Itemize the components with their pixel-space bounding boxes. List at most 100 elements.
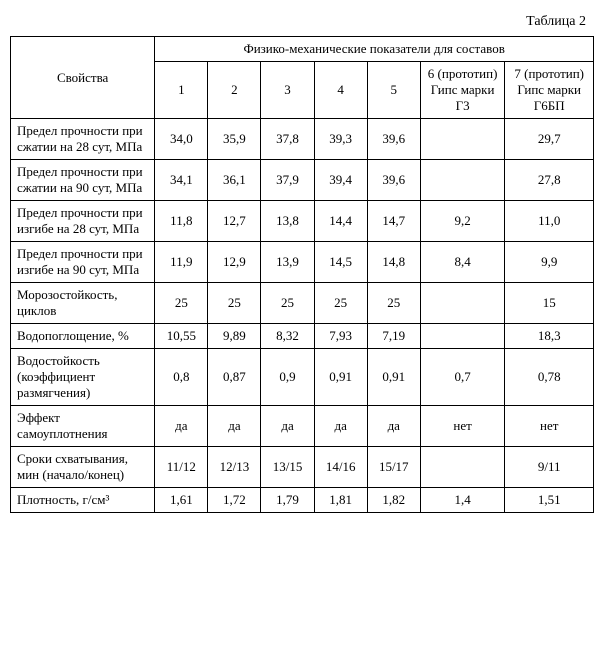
col-header-2: 2 [208,62,261,119]
cell: 37,9 [261,160,314,201]
cell: 9,9 [505,242,594,283]
cell: 11,0 [505,201,594,242]
cell: 1,79 [261,488,314,513]
table-body: Предел прочности при сжатии на 28 сут, М… [11,119,594,513]
row-label: Водостойкость (коэффициент размягчения) [11,349,155,406]
cell: 18,3 [505,324,594,349]
col-header-7: 7 (прототип) Гипс марки Г6БП [505,62,594,119]
table-row: Водопоглощение, %10,559,898,327,937,19 18… [11,324,594,349]
table-caption: Таблица 2 [10,14,586,30]
cell: 9/11 [505,447,594,488]
table-row: Плотность, г/см³1,611,721,791,811,821,41… [11,488,594,513]
cell: 35,9 [208,119,261,160]
cell: нет [505,406,594,447]
cell: 39,4 [314,160,367,201]
table-row: Предел прочности при сжатии на 90 сут, М… [11,160,594,201]
cell: нет [420,406,505,447]
row-label: Сроки схватывания, мин (начало/конец) [11,447,155,488]
cell: 11,8 [155,201,208,242]
cell: 39,6 [367,119,420,160]
cell: 14,5 [314,242,367,283]
table-row: Предел прочности при изгибе на 28 сут, М… [11,201,594,242]
col-header-3: 3 [261,62,314,119]
cell: 15 [505,283,594,324]
cell: 25 [261,283,314,324]
cell: 29,7 [505,119,594,160]
table-row: Сроки схватывания, мин (начало/конец)11/… [11,447,594,488]
table-row: Морозостойкость, циклов252525252515 [11,283,594,324]
row-label: Предел прочности при сжатии на 90 сут, М… [11,160,155,201]
cell: 1,4 [420,488,505,513]
cell: 12,7 [208,201,261,242]
cell: 25 [314,283,367,324]
cell: 14,7 [367,201,420,242]
row-label: Предел прочности при изгибе на 28 сут, М… [11,201,155,242]
cell: 1,72 [208,488,261,513]
cell: 37,8 [261,119,314,160]
row-label: Предел прочности при сжатии на 28 сут, М… [11,119,155,160]
cell: 1,82 [367,488,420,513]
cell: 7,19 [367,324,420,349]
cell: да [314,406,367,447]
cell: 9,2 [420,201,505,242]
cell: 36,1 [208,160,261,201]
cell [420,283,505,324]
cell [420,160,505,201]
table-row: Эффект самоуплотнениядададададанетнет [11,406,594,447]
cell: да [208,406,261,447]
row-label: Морозостойкость, циклов [11,283,155,324]
cell: 1,81 [314,488,367,513]
cell: 10,55 [155,324,208,349]
cell: 7,93 [314,324,367,349]
cell: 1,51 [505,488,594,513]
cell: да [261,406,314,447]
cell: 39,3 [314,119,367,160]
col-header-1: 1 [155,62,208,119]
cell: 12/13 [208,447,261,488]
col-header-6: 6 (прототип) Гипс марки Г3 [420,62,505,119]
cell: 25 [208,283,261,324]
cell: 1,61 [155,488,208,513]
cell: 25 [155,283,208,324]
cell: 0,7 [420,349,505,406]
row-label: Плотность, г/см³ [11,488,155,513]
row-label: Водопоглощение, % [11,324,155,349]
row-label: Эффект самоуплотнения [11,406,155,447]
cell: 11/12 [155,447,208,488]
cell: 12,9 [208,242,261,283]
cell: да [367,406,420,447]
col-header-properties: Свойства [11,37,155,119]
table-row: Предел прочности при изгибе на 90 сут, М… [11,242,594,283]
cell: 14,4 [314,201,367,242]
cell: 13,9 [261,242,314,283]
cell [420,324,505,349]
cell: 0,8 [155,349,208,406]
cell: 0,78 [505,349,594,406]
cell: 27,8 [505,160,594,201]
cell: 14/16 [314,447,367,488]
data-table: Свойства Физико-механические показатели … [10,36,594,513]
cell: 14,8 [367,242,420,283]
cell [420,447,505,488]
cell: 0,9 [261,349,314,406]
cell: 34,1 [155,160,208,201]
cell: 34,0 [155,119,208,160]
cell [420,119,505,160]
cell: 0,87 [208,349,261,406]
table-row: Водостойкость (коэффициент размягчения)0… [11,349,594,406]
cell: 9,89 [208,324,261,349]
cell: 25 [367,283,420,324]
col-header-5: 5 [367,62,420,119]
row-label: Предел прочности при изгибе на 90 сут, М… [11,242,155,283]
cell: 8,4 [420,242,505,283]
cell: 15/17 [367,447,420,488]
cell: да [155,406,208,447]
table-row: Предел прочности при сжатии на 28 сут, М… [11,119,594,160]
col-header-4: 4 [314,62,367,119]
cell: 39,6 [367,160,420,201]
cell: 13/15 [261,447,314,488]
cell: 8,32 [261,324,314,349]
cell: 13,8 [261,201,314,242]
col-header-group: Физико-механические показатели для соста… [155,37,594,62]
cell: 0,91 [367,349,420,406]
